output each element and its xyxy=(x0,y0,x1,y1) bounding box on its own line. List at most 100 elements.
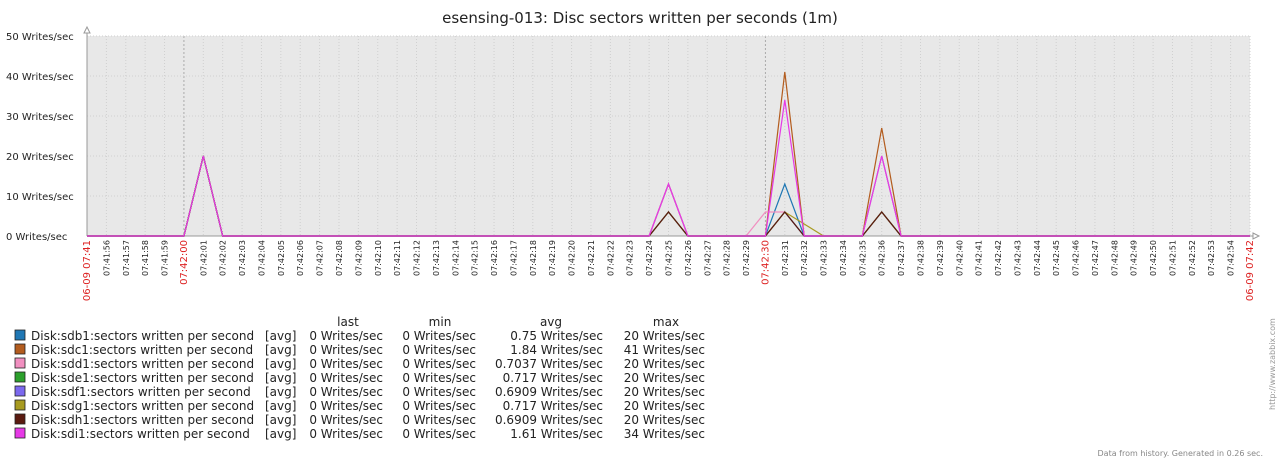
legend-max: 20 Writes/sec xyxy=(624,357,705,371)
x-tick-label: 07:41:57 xyxy=(122,240,131,276)
legend: last min avg max Disk:sdb1:sectors written p… xyxy=(14,315,705,441)
legend-last: 0 Writes/sec xyxy=(309,399,383,413)
x-tick-label: 07:42:22 xyxy=(606,240,615,276)
legend-series-name: Disk:sde1:sectors written per second xyxy=(31,371,254,385)
x-tick-label: 07:42:29 xyxy=(742,240,751,276)
x-tick-label: 07:42:06 xyxy=(296,240,305,276)
legend-swatch xyxy=(14,329,26,341)
y-tick-label: 0 Writes/sec xyxy=(6,232,67,243)
legend-max: 20 Writes/sec xyxy=(624,329,705,343)
x-tick-label: 07:42:14 xyxy=(451,240,460,276)
x-tick-label: 07:42:53 xyxy=(1207,240,1216,276)
legend-avg: 0.717 Writes/sec xyxy=(503,399,603,413)
x-axis-arrow xyxy=(1252,232,1261,240)
legend-header-avg: avg xyxy=(540,315,562,329)
chart-title: esensing-013: Disc sectors written per s… xyxy=(442,9,838,27)
legend-last: 0 Writes/sec xyxy=(309,329,383,343)
x-tick-label: 07:42:30 xyxy=(760,240,771,285)
x-tick-label: 07:42:44 xyxy=(1033,240,1042,276)
legend-series-name: Disk:sdg1:sectors written per second xyxy=(31,399,254,413)
legend-last: 0 Writes/sec xyxy=(309,385,383,399)
x-tick-label: 07:42:19 xyxy=(548,240,557,276)
watermark: http://www.zabbix.com xyxy=(1268,318,1277,410)
legend-min: 0 Writes/sec xyxy=(402,427,476,441)
y-tick-label: 40 Writes/sec xyxy=(6,72,74,83)
x-tick-label: 07:42:32 xyxy=(800,240,809,276)
x-tick-label: 07:42:20 xyxy=(568,240,577,276)
legend-swatch xyxy=(14,343,26,355)
legend-max: 41 Writes/sec xyxy=(624,343,705,357)
legend-swatch xyxy=(14,427,26,439)
legend-swatch xyxy=(14,371,26,383)
x-tick-label: 07:42:48 xyxy=(1110,240,1119,276)
legend-last: 0 Writes/sec xyxy=(309,343,383,357)
x-tick-label: 07:42:50 xyxy=(1149,240,1158,276)
legend-min: 0 Writes/sec xyxy=(402,413,476,427)
x-tick-label: 07:42:18 xyxy=(529,240,538,276)
x-tick-label: 07:42:07 xyxy=(316,240,325,276)
legend-series-name: Disk:sdi1:sectors written per second xyxy=(31,427,250,441)
legend-func: [avg] xyxy=(265,399,296,413)
legend-avg: 0.717 Writes/sec xyxy=(503,371,603,385)
legend-header-last: last xyxy=(337,315,359,329)
legend-series-name: Disk:sdb1:sectors written per second xyxy=(31,329,254,343)
x-tick-label: 07:42:17 xyxy=(509,240,518,276)
x-tick-label: 07:42:39 xyxy=(936,240,945,276)
legend-swatch xyxy=(14,357,26,369)
x-tick-label: 07:42:40 xyxy=(955,240,964,276)
x-tick-label: 07:42:33 xyxy=(820,240,829,276)
x-tick-label: 07:42:01 xyxy=(199,240,208,276)
legend-last: 0 Writes/sec xyxy=(309,357,383,371)
x-tick-label: 07:42:46 xyxy=(1072,240,1081,276)
x-tick-label: 07:42:24 xyxy=(645,240,654,276)
series-line-8 xyxy=(87,99,1250,237)
x-tick-label: 07:42:02 xyxy=(219,240,228,276)
x-tick-label: 07:41:59 xyxy=(161,240,170,276)
legend-func: [avg] xyxy=(265,371,296,385)
legend-series-name: Disk:sdf1:sectors written per second xyxy=(31,385,251,399)
x-tick-label: 07:42:09 xyxy=(354,240,363,276)
legend-avg: 0.7037 Writes/sec xyxy=(495,357,603,371)
x-tick-label: 07:42:11 xyxy=(393,240,402,276)
legend-swatch xyxy=(14,385,26,397)
x-tick-label: 07:41:58 xyxy=(141,240,150,276)
x-tick-label: 07:42:41 xyxy=(975,240,984,276)
legend-avg: 0.75 Writes/sec xyxy=(510,329,603,343)
x-tick-label: 07:42:45 xyxy=(1052,240,1061,276)
x-tick-label: 07:42:31 xyxy=(781,240,790,276)
legend-min: 0 Writes/sec xyxy=(402,343,476,357)
x-tick-label: 07:42:54 xyxy=(1227,240,1236,276)
legend-last: 0 Writes/sec xyxy=(309,371,383,385)
x-tick-label: 07:42:35 xyxy=(858,240,867,276)
legend-min: 0 Writes/sec xyxy=(402,329,476,343)
legend-avg: 1.61 Writes/sec xyxy=(510,427,603,441)
x-tick-label: 07:42:27 xyxy=(703,240,712,276)
legend-series-name: Disk:sdc1:sectors written per second xyxy=(31,343,253,357)
legend-series-name: Disk:sdh1:sectors written per second xyxy=(31,413,254,427)
legend-func: [avg] xyxy=(265,343,296,357)
y-tick-label: 20 Writes/sec xyxy=(6,152,74,163)
plot-area: 0 Writes/sec 10 Writes/sec 20 Writes/sec 30… xyxy=(6,25,1261,301)
x-tick-label: 07:42:25 xyxy=(665,240,674,276)
legend-header-min: min xyxy=(429,315,452,329)
legend-func: [avg] xyxy=(265,357,296,371)
x-tick-label: 07:42:51 xyxy=(1168,240,1177,276)
y-axis-arrow xyxy=(83,25,91,34)
legend-header-max: max xyxy=(653,315,679,329)
legend-max: 20 Writes/sec xyxy=(624,399,705,413)
legend-avg: 0.6909 Writes/sec xyxy=(495,385,603,399)
legend-func: [avg] xyxy=(265,413,296,427)
legend-min: 0 Writes/sec xyxy=(402,357,476,371)
legend-max: 20 Writes/sec xyxy=(624,385,705,399)
x-tick-label: 07:42:00 xyxy=(179,240,190,285)
x-tick-label: 07:42:47 xyxy=(1091,240,1100,276)
legend-last: 0 Writes/sec xyxy=(309,427,383,441)
legend-func: [avg] xyxy=(265,329,296,343)
x-tick-label: 07:42:16 xyxy=(490,240,499,276)
x-tick-label: 07:42:21 xyxy=(587,240,596,276)
y-tick-label: 50 Writes/sec xyxy=(6,32,74,43)
legend-min: 0 Writes/sec xyxy=(402,399,476,413)
x-tick-label: 07:42:08 xyxy=(335,240,344,276)
x-tick-label: 07:42:03 xyxy=(238,240,247,276)
